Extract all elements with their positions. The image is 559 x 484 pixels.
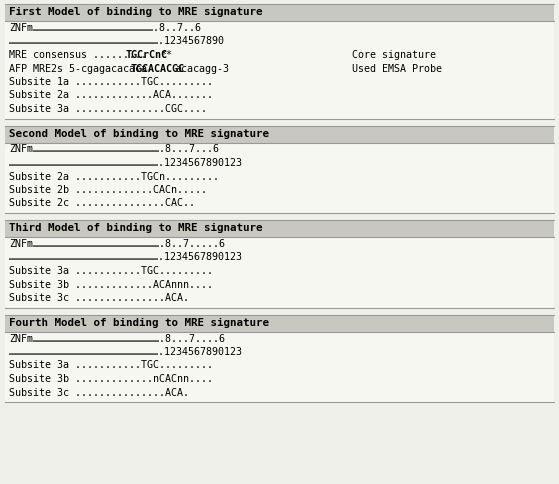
Bar xyxy=(5,125,554,142)
Text: ………………………………………………………………….1234567890: ………………………………………………………………….1234567890 xyxy=(9,36,225,46)
Text: Subsite 2c ...............CAC..: Subsite 2c ...............CAC.. xyxy=(9,198,195,209)
Bar xyxy=(5,142,554,213)
Text: ZNFm……………………………………………………….8...7....6: ZNFm……………………………………………………….8...7....6 xyxy=(9,333,225,344)
Text: acacagg-3: acacagg-3 xyxy=(176,63,230,74)
Text: Subsite 2a .............ACA.......: Subsite 2a .............ACA....... xyxy=(9,91,213,101)
Bar xyxy=(5,21,554,119)
Text: MRE consensus .........: MRE consensus ......... xyxy=(9,50,147,60)
Text: Third Model of binding to MRE signature: Third Model of binding to MRE signature xyxy=(9,223,263,233)
Text: ………………………………………………………………….1234567890123: ………………………………………………………………….1234567890123 xyxy=(9,347,243,357)
Text: ZNFm……………………………………………………….8..7.....6: ZNFm……………………………………………………….8..7.....6 xyxy=(9,239,225,249)
Text: Fourth Model of binding to MRE signature: Fourth Model of binding to MRE signature xyxy=(9,318,269,328)
Bar xyxy=(5,237,554,307)
Text: **: ** xyxy=(160,50,173,60)
Text: Subsite 3b .............ACAnnn....: Subsite 3b .............ACAnnn.... xyxy=(9,279,213,289)
Text: Subsite 3c ...............ACA.: Subsite 3c ...............ACA. xyxy=(9,388,189,397)
Bar xyxy=(5,220,554,237)
Text: ………………………………………………………………….1234567890123: ………………………………………………………………….1234567890123 xyxy=(9,253,243,262)
Text: ZNFm……………………………………………………….8...7...6: ZNFm……………………………………………………….8...7...6 xyxy=(9,145,219,154)
Text: ………………………………………………………………….1234567890123: ………………………………………………………………….1234567890123 xyxy=(9,158,243,168)
Text: Subsite 3a ...........TGC.........: Subsite 3a ...........TGC......... xyxy=(9,266,213,276)
Text: First Model of binding to MRE signature: First Model of binding to MRE signature xyxy=(9,7,263,17)
Text: AFP MRE2s 5-cgagacacaca-: AFP MRE2s 5-cgagacacaca- xyxy=(9,63,153,74)
Text: Subsite 3a ...............CGC....: Subsite 3a ...............CGC.... xyxy=(9,104,207,114)
Text: Subsite 2a ...........TGCn.........: Subsite 2a ...........TGCn......... xyxy=(9,171,219,182)
Text: Subsite 3a ...........TGC.........: Subsite 3a ...........TGC......... xyxy=(9,361,213,370)
Text: Subsite 1a ...........TGC.........: Subsite 1a ...........TGC......... xyxy=(9,77,213,87)
Text: Used EMSA Probe: Used EMSA Probe xyxy=(352,63,442,74)
Text: Subsite 3b .............nCACnn....: Subsite 3b .............nCACnn.... xyxy=(9,374,213,384)
Text: Second Model of binding to MRE signature: Second Model of binding to MRE signature xyxy=(9,128,269,138)
Text: Subsite 2b .............CACn.....: Subsite 2b .............CACn..... xyxy=(9,185,207,195)
Bar xyxy=(5,4,554,21)
Text: Core signature: Core signature xyxy=(352,50,436,60)
Text: TGCrCnC: TGCrCnC xyxy=(125,50,167,60)
Text: Subsite 3c ...............ACA.: Subsite 3c ...............ACA. xyxy=(9,293,189,303)
Text: TGCACACGC: TGCACACGC xyxy=(130,63,184,74)
Bar xyxy=(5,315,554,332)
Bar xyxy=(5,332,554,402)
Text: ZNFm…………………………………………………….8..7..6: ZNFm…………………………………………………….8..7..6 xyxy=(9,23,201,33)
